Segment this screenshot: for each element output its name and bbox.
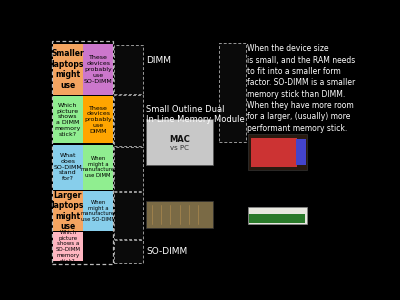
FancyBboxPatch shape [53, 44, 82, 95]
FancyBboxPatch shape [296, 139, 306, 165]
Text: Small Outline Dual
In-Line Memory Module: Small Outline Dual In-Line Memory Module [146, 105, 245, 124]
FancyBboxPatch shape [114, 192, 143, 239]
Text: vs PC: vs PC [170, 145, 189, 151]
Text: When
might a
manufacturer
use SO-DIMM: When might a manufacturer use SO-DIMM [80, 200, 116, 222]
Text: Which
picture
shows a
SO-DIMM
memory
stick?: Which picture shows a SO-DIMM memory sti… [55, 230, 80, 264]
FancyBboxPatch shape [84, 191, 113, 231]
Text: Which
picture
shows
a DIMM
memory
stick?: Which picture shows a DIMM memory stick? [55, 103, 81, 137]
FancyBboxPatch shape [53, 232, 82, 261]
FancyBboxPatch shape [84, 145, 113, 190]
FancyBboxPatch shape [248, 207, 307, 224]
FancyBboxPatch shape [219, 43, 246, 142]
Text: These
devices
probably
use
DIMM: These devices probably use DIMM [84, 106, 112, 134]
Text: MAC: MAC [169, 135, 190, 144]
Text: Smaller
laptops
might
use: Smaller laptops might use [52, 50, 84, 90]
Text: Larger
laptops
might
use: Larger laptops might use [52, 191, 84, 231]
FancyBboxPatch shape [114, 240, 143, 263]
FancyBboxPatch shape [84, 44, 113, 95]
FancyBboxPatch shape [53, 145, 82, 190]
Text: SO-DIMM: SO-DIMM [146, 248, 187, 256]
Text: DIMM: DIMM [146, 56, 171, 65]
Text: When the device size
is small, and the RAM needs
to fit into a smaller form
fact: When the device size is small, and the R… [247, 44, 355, 99]
FancyBboxPatch shape [146, 119, 213, 165]
FancyBboxPatch shape [53, 191, 82, 231]
Text: These
devices
probably
use
SO-DIMM: These devices probably use SO-DIMM [84, 56, 112, 84]
FancyBboxPatch shape [114, 147, 143, 191]
FancyBboxPatch shape [53, 96, 82, 143]
Text: What
does
SO-DIMM
stand
for?: What does SO-DIMM stand for? [54, 153, 82, 181]
FancyBboxPatch shape [84, 96, 113, 143]
FancyBboxPatch shape [146, 201, 213, 228]
FancyBboxPatch shape [251, 138, 297, 167]
FancyBboxPatch shape [249, 214, 305, 223]
FancyBboxPatch shape [114, 44, 143, 94]
Text: When they have more room
for a larger, (usually) more
performant memory stick.: When they have more room for a larger, (… [247, 101, 354, 133]
Text: When
might a
manufacturer
use DIMM: When might a manufacturer use DIMM [80, 156, 116, 178]
FancyBboxPatch shape [248, 134, 307, 170]
FancyBboxPatch shape [114, 95, 143, 146]
